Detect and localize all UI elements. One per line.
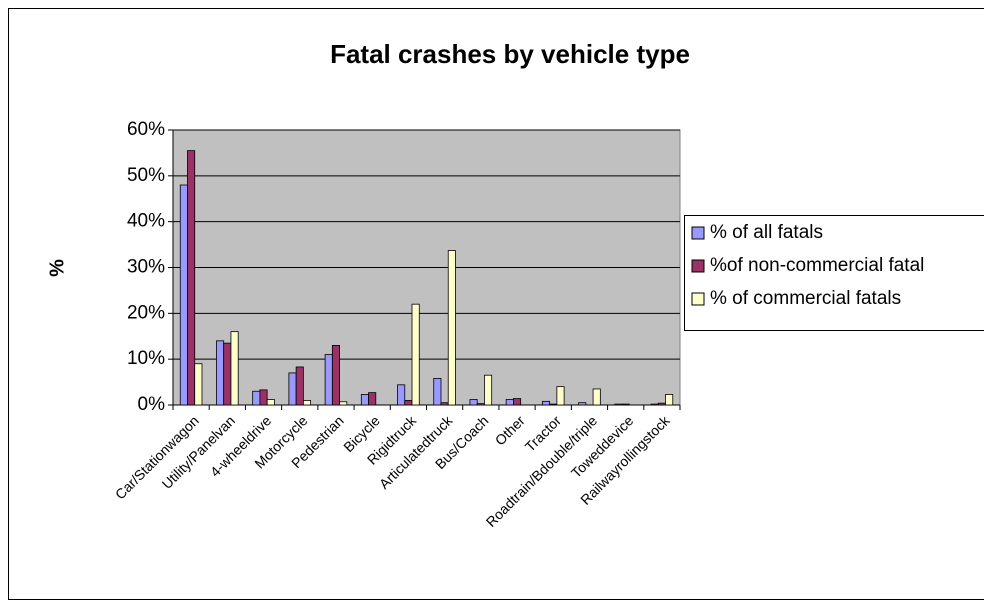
bar [469, 399, 478, 406]
legend-label: % of commercial fatals [710, 288, 901, 309]
y-tick-label: 10% [127, 348, 165, 369]
y-tick-label: 20% [127, 302, 165, 323]
bar [360, 394, 369, 406]
bar [339, 401, 348, 406]
legend-label: % of all fatals [710, 222, 823, 243]
bar [331, 345, 340, 406]
bar [556, 386, 565, 406]
bar [252, 390, 261, 406]
bar [592, 388, 601, 406]
bar [179, 184, 188, 406]
bar [411, 303, 420, 406]
bar [541, 400, 551, 406]
y-tick-label: 0% [138, 394, 166, 415]
bar [476, 403, 485, 406]
bar [433, 378, 442, 406]
bar [230, 331, 239, 406]
y-tick-label: 50% [127, 165, 165, 186]
legend-swatch [691, 259, 705, 273]
legend: % of all fatals %of non-commercial fatal%… [684, 215, 984, 331]
bar [216, 340, 225, 406]
legend-swatch [691, 226, 705, 240]
bar [302, 400, 312, 406]
bar [614, 403, 623, 406]
y-tick-label: 30% [127, 257, 165, 278]
bar [295, 366, 304, 406]
bar [505, 399, 514, 406]
bar [484, 374, 493, 406]
bar [447, 250, 456, 406]
bar [324, 354, 333, 406]
bar [194, 363, 203, 406]
legend-box [684, 215, 984, 331]
bar [440, 402, 449, 406]
bar [368, 392, 377, 406]
bar [513, 398, 522, 406]
bar [259, 389, 268, 406]
bar [657, 402, 666, 406]
chart-title: Fatal crashes by vehicle type [330, 39, 690, 69]
bar [187, 150, 196, 406]
bar [288, 372, 297, 406]
y-axis-label: % [46, 259, 68, 277]
bar [266, 399, 275, 406]
legend-swatch [691, 292, 705, 306]
bar [404, 400, 413, 406]
bar [549, 403, 558, 406]
bar [650, 403, 659, 406]
bar [665, 394, 674, 406]
y-tick-label: 40% [127, 211, 165, 232]
bar [397, 384, 406, 406]
bar [223, 342, 232, 406]
bar [621, 403, 630, 406]
y-tick-label: 60% [127, 119, 165, 140]
bar [578, 402, 587, 406]
legend-label: %of non-commercial fatal [710, 255, 924, 276]
